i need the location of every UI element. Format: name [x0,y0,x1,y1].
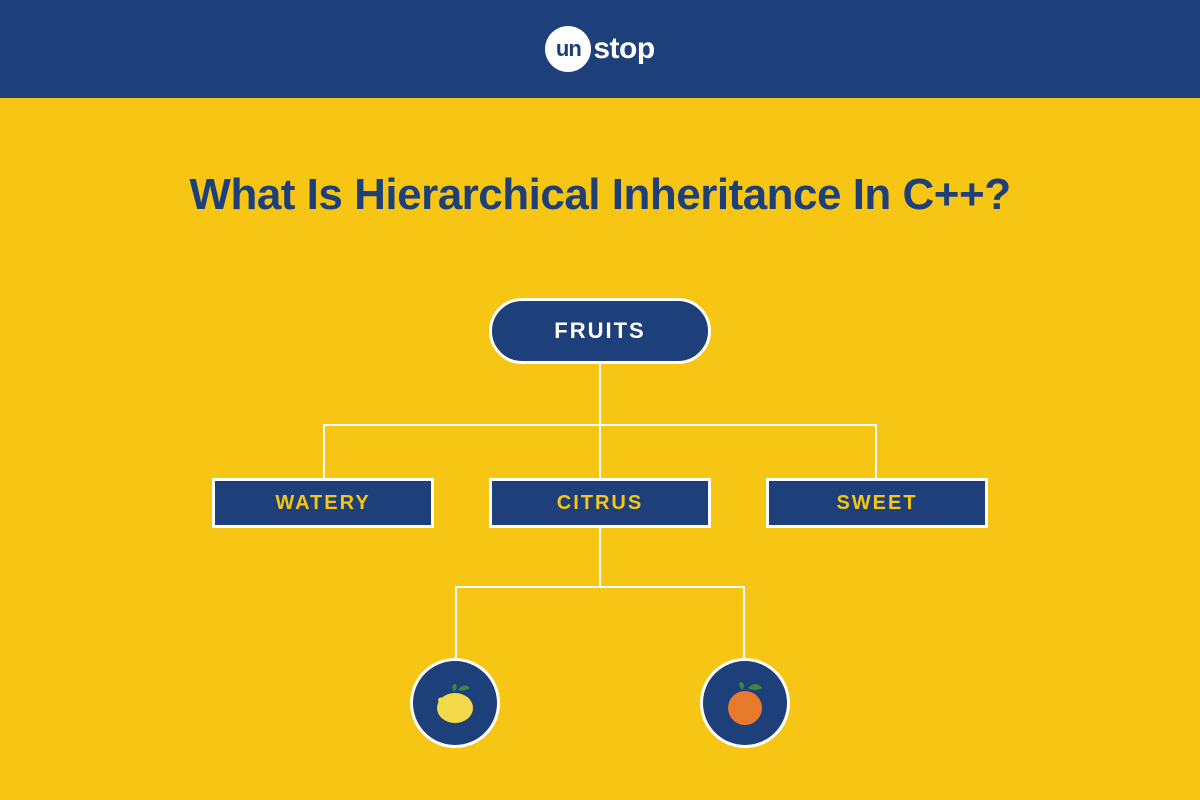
header-bar: un stop [0,0,1200,98]
leaf-node-orange [700,658,790,748]
child-label: CITRUS [557,492,643,515]
connector [455,586,457,658]
connector [599,424,601,478]
child-node-citrus: CITRUS [489,478,711,528]
child-row: WATERY CITRUS SWEET [0,478,1200,528]
logo-badge-text: un [556,36,581,62]
connector [599,528,601,586]
logo-badge: un [545,26,591,72]
lemon-icon [428,676,482,730]
connector [599,364,601,424]
logo-suffix: stop [593,32,654,66]
connector [875,424,877,478]
connector [323,424,325,478]
page-title: What Is Hierarchical Inheritance In C++? [0,170,1200,220]
orange-icon [718,676,772,730]
child-label: WATERY [275,492,370,515]
root-label: FRUITS [554,318,645,344]
connector [743,586,745,658]
child-node-sweet: SWEET [766,478,988,528]
child-label: SWEET [836,492,917,515]
child-node-watery: WATERY [212,478,434,528]
leaf-node-lemon [410,658,500,748]
root-node: FRUITS [489,298,711,364]
connector [455,586,745,588]
leaf-row [410,658,790,748]
content-area: What Is Hierarchical Inheritance In C++?… [0,98,1200,800]
